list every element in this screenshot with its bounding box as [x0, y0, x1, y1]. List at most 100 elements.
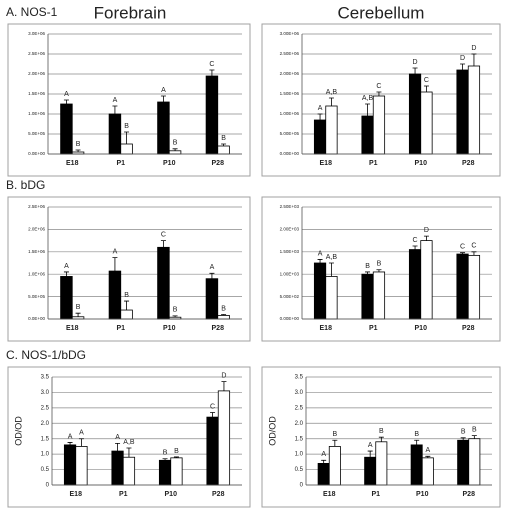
- bar: [120, 309, 133, 320]
- significance-letter: A: [115, 434, 120, 441]
- significance-letter: D: [221, 372, 226, 379]
- significance-letter: D: [424, 227, 429, 234]
- bar: [372, 271, 386, 320]
- x-tick-label: P1: [369, 160, 378, 167]
- y-axis-label: OD/OD: [13, 416, 23, 446]
- significance-letter: B: [221, 305, 226, 312]
- error-bar: [124, 131, 130, 144]
- y-tick-label: 1.0E+06: [28, 111, 45, 116]
- y-tick-label: 0.00E+00: [280, 316, 300, 321]
- error-bar: [423, 235, 429, 241]
- y-tick-label: 2.50E+03: [280, 204, 300, 209]
- significance-letter: B: [414, 431, 419, 438]
- y-tick-label: 5.0E+05: [28, 131, 45, 136]
- x-tick-label: P28: [212, 160, 225, 167]
- significance-letter: B: [377, 261, 382, 268]
- y-tick-label: 2.50E+06: [280, 51, 300, 56]
- error-bar: [162, 458, 168, 461]
- x-tick-label: P28: [463, 491, 476, 498]
- bar: [122, 456, 136, 486]
- y-tick-label: 0: [300, 483, 304, 489]
- error-bar: [471, 53, 477, 66]
- bar: [206, 416, 219, 486]
- error-bar: [378, 436, 384, 442]
- y-tick-label: 1.5: [295, 436, 304, 442]
- x-tick-label: P10: [163, 160, 176, 167]
- y-tick-label: 0: [46, 483, 50, 489]
- error-bar: [367, 450, 373, 458]
- error-bar: [423, 85, 429, 92]
- y-tick-label: 3.5: [295, 375, 304, 381]
- x-tick-label: P1: [116, 160, 125, 167]
- y-tick-label: 1.00E+03: [280, 271, 300, 276]
- y-tick-label: 0.5: [41, 467, 50, 473]
- error-bar: [412, 245, 418, 250]
- x-tick-label: P10: [415, 325, 428, 332]
- y-tick-label: 3.5: [41, 375, 50, 381]
- bar: [408, 73, 422, 155]
- bar: [157, 101, 170, 155]
- bar: [168, 150, 182, 155]
- section-title: B. bDG: [6, 178, 45, 192]
- y-tick-label: 1.0E+06: [28, 271, 45, 276]
- bar: [158, 459, 172, 486]
- bar: [60, 276, 73, 320]
- y-tick-label: 0.0E+00: [28, 151, 45, 156]
- y-tick-label: 1.5E+06: [28, 249, 45, 254]
- bar: [217, 315, 230, 320]
- x-tick-label: P1: [119, 491, 128, 498]
- y-tick-label: 5.00E+02: [280, 294, 300, 299]
- error-bar: [376, 91, 382, 96]
- y-tick-label: 2.5E+06: [28, 204, 45, 209]
- bar: [120, 143, 133, 155]
- x-tick-label: P10: [416, 491, 429, 498]
- y-tick-label: 0.0E+00: [28, 316, 45, 321]
- significance-letter: B: [76, 141, 81, 148]
- significance-letter: A: [68, 433, 73, 440]
- section-title: A. NOS-1: [6, 5, 58, 19]
- error-bar: [328, 97, 334, 106]
- significance-letter: B: [221, 135, 226, 142]
- significance-letter: D: [471, 45, 476, 52]
- bar: [468, 438, 481, 486]
- significance-letter: A: [79, 430, 84, 437]
- significance-letter: A,B: [326, 89, 338, 96]
- bar: [410, 444, 423, 486]
- error-bar: [317, 259, 323, 263]
- significance-letter: A: [210, 264, 215, 271]
- panel-frame: [261, 196, 501, 342]
- bar: [205, 75, 219, 155]
- x-tick-label: P28: [212, 491, 225, 498]
- panel-frame: [7, 196, 251, 342]
- significance-letter: C: [376, 83, 381, 90]
- y-tick-label: 3.0: [295, 390, 304, 396]
- bar: [111, 450, 124, 486]
- error-bar: [115, 442, 121, 452]
- significance-letter: C: [471, 243, 476, 250]
- significance-letter: B: [332, 431, 337, 438]
- y-tick-label: 2.0: [295, 421, 304, 427]
- bar: [372, 95, 386, 155]
- bar: [313, 119, 327, 155]
- panel-frame: [7, 23, 251, 177]
- x-tick-label: E18: [320, 325, 333, 332]
- bar: [75, 446, 88, 486]
- significance-letter: B: [124, 123, 129, 130]
- x-tick-label: P28: [462, 160, 475, 167]
- bar: [157, 246, 170, 320]
- panel-frame: [261, 366, 501, 508]
- error-bar: [75, 312, 81, 317]
- error-bar: [160, 240, 166, 248]
- x-tick-label: P28: [212, 325, 225, 332]
- error-bar: [328, 262, 334, 277]
- x-tick-label: P1: [116, 325, 125, 332]
- significance-letter: D: [413, 59, 418, 66]
- significance-letter: A,B: [326, 254, 338, 261]
- error-bar: [365, 271, 371, 275]
- error-bar: [414, 439, 420, 445]
- significance-letter: A: [64, 263, 69, 270]
- error-bar: [112, 257, 118, 272]
- x-tick-label: E18: [66, 325, 79, 332]
- significance-letter: B: [76, 304, 81, 311]
- bar: [467, 65, 481, 155]
